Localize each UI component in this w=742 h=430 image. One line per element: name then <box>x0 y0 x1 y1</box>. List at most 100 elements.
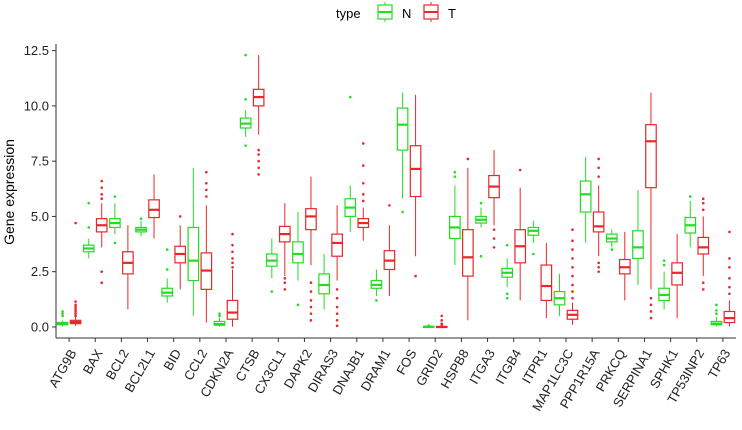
box-body <box>148 199 160 219</box>
legend-title: type <box>336 6 361 21</box>
outlier-point <box>87 226 91 229</box>
box-N-ATG9B <box>56 310 69 327</box>
outlier-point <box>139 217 143 220</box>
outlier-point <box>178 215 182 218</box>
box-body <box>226 299 239 320</box>
outlier-point <box>728 230 731 234</box>
y-tick-labels: 0.0 2.5 5.0 7.5 10.0 12.5 <box>24 43 56 334</box>
box-N-MAP1LC3C <box>553 273 566 316</box>
outlier-point <box>283 281 287 285</box>
outlier-point <box>257 148 260 152</box>
outlier-point <box>283 277 287 280</box>
outlier-point <box>610 248 614 251</box>
outlier-point <box>309 299 313 302</box>
box-T-CX3CL1 <box>278 203 291 291</box>
outlier-point <box>296 303 300 307</box>
box-body <box>540 264 553 302</box>
outlier-point <box>87 201 91 205</box>
outlier-point <box>361 142 365 145</box>
y-axis-title: Gene expression <box>1 139 17 245</box>
box-T-PPP1R15A <box>592 157 605 273</box>
outlier-point <box>453 175 457 178</box>
outlier-point <box>231 243 234 247</box>
outlier-point <box>361 181 365 185</box>
outlier-point <box>728 265 731 269</box>
outlier-point <box>571 257 574 260</box>
outlier-point <box>231 261 234 265</box>
outlier-point <box>505 296 509 300</box>
y-tick-label: 12.5 <box>24 43 49 58</box>
outlier-point <box>218 312 221 315</box>
outlier-point <box>505 243 509 247</box>
axes <box>55 44 736 339</box>
box-body <box>697 236 710 255</box>
outlier-point <box>309 312 313 315</box>
outlier-point <box>571 283 574 287</box>
box-T-MAP1LC3C <box>566 228 579 325</box>
box-N-DIRAS3 <box>318 254 330 310</box>
outlier-point <box>61 310 64 313</box>
box-N-SERPINA1 <box>632 189 644 285</box>
box-N-DAPK2 <box>292 212 304 307</box>
outlier-point <box>597 157 600 161</box>
outlier-point <box>74 303 77 307</box>
box-body <box>305 208 317 231</box>
outlier-point <box>701 208 705 212</box>
outlier-point <box>335 312 339 315</box>
y-tick-label: 7.5 <box>31 154 49 169</box>
outlier-point <box>335 288 339 291</box>
outlier-point <box>231 265 234 269</box>
box-N-GRID2 <box>422 324 435 329</box>
box-N-PRKCQ <box>605 229 618 251</box>
box-N-DRAM1 <box>370 269 383 302</box>
outlier-point <box>492 246 496 249</box>
outlier-point <box>231 257 234 260</box>
y-tick-label: 0.0 <box>31 319 49 334</box>
outlier-point <box>335 324 339 328</box>
box-T-BCL2L1 <box>148 174 160 239</box>
outlier-point <box>571 239 574 243</box>
outlier-point <box>113 195 117 198</box>
outlier-point <box>571 228 574 231</box>
outlier-point <box>597 270 600 273</box>
box-T-PRKCQ <box>618 231 631 301</box>
outlier-point <box>597 261 600 265</box>
box-T-GRID2 <box>435 314 448 329</box>
outlier-point <box>61 312 64 315</box>
box-T-CTSB <box>252 55 265 176</box>
box-N-BCL2 <box>109 195 121 245</box>
outlier-point <box>361 199 365 203</box>
outlier-point <box>113 241 117 245</box>
x-tick-label: FOS <box>393 346 420 377</box>
outlier-point <box>440 322 444 325</box>
outlier-point <box>505 292 509 296</box>
outlier-point <box>597 175 600 178</box>
box-N-HSPB8 <box>449 170 461 266</box>
outlier-point <box>414 274 417 278</box>
outlier-point <box>388 204 391 207</box>
box-body <box>318 273 330 295</box>
box-body <box>671 262 683 286</box>
outlier-point <box>728 277 731 280</box>
outlier-point <box>701 201 705 205</box>
outlier-point <box>715 312 718 315</box>
outlier-point <box>688 195 692 198</box>
outlier-point <box>309 319 313 322</box>
outlier-point <box>492 228 496 231</box>
outlier-point <box>205 170 208 174</box>
outlier-point <box>427 324 431 327</box>
outlier-point <box>361 164 365 167</box>
outlier-point <box>348 95 352 99</box>
outlier-point <box>74 300 77 303</box>
y-tick-label: 5.0 <box>31 209 49 224</box>
box-body <box>592 211 605 233</box>
y-tick-label: 2.5 <box>31 264 49 279</box>
outlier-point <box>597 166 600 170</box>
outlier-point <box>100 197 104 201</box>
box-N-ITGA3 <box>475 201 487 258</box>
box-body <box>409 145 422 198</box>
box-body <box>579 180 592 213</box>
boxes <box>56 53 736 329</box>
outlier-point <box>100 193 104 196</box>
